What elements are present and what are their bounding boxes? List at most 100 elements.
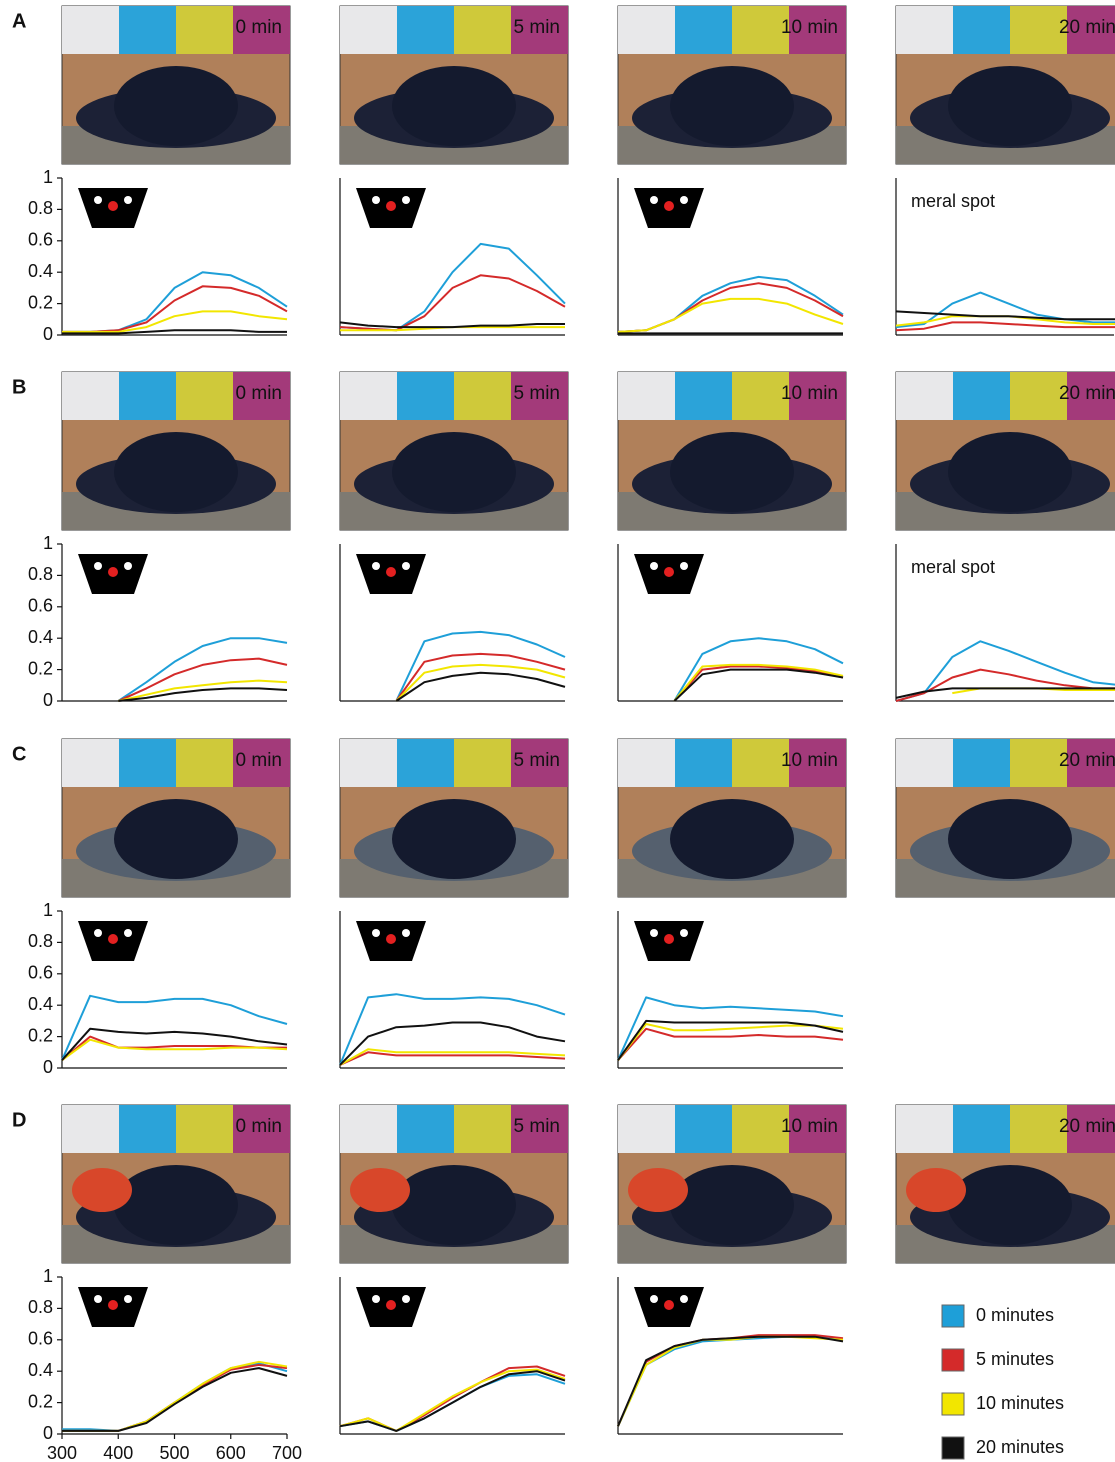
crab-body <box>670 432 794 512</box>
crab-body <box>948 799 1072 879</box>
legend-swatch <box>941 1304 965 1328</box>
icon-spot <box>124 929 132 937</box>
y-tick-label: 0.6 <box>28 1329 53 1349</box>
series-line <box>395 663 566 702</box>
icon-spot <box>650 196 658 204</box>
color-card <box>789 739 846 787</box>
series-line <box>617 1335 844 1427</box>
legend-label: 5 minutes <box>976 1349 1054 1369</box>
color-card <box>618 6 675 54</box>
icon-spot <box>124 196 132 204</box>
color-card <box>675 1105 732 1153</box>
y-tick-label: 0.2 <box>28 292 53 312</box>
icon-spot <box>680 929 688 937</box>
carapace-icon <box>634 1287 704 1327</box>
series-line <box>339 1370 566 1432</box>
color-card <box>397 1105 454 1153</box>
legend-label: 0 minutes <box>976 1305 1054 1325</box>
color-card <box>732 739 789 787</box>
color-card <box>618 1105 675 1153</box>
photo-label: 20 min <box>1059 1116 1115 1137</box>
series-line <box>395 671 566 702</box>
color-card <box>62 372 119 420</box>
series-line <box>617 1335 844 1427</box>
color-card <box>789 372 846 420</box>
photo-label: 0 min <box>236 17 282 38</box>
y-tick-label: 1 <box>43 167 53 187</box>
color-card <box>732 6 789 54</box>
photo-label: 5 min <box>514 1116 560 1137</box>
series-line <box>62 285 288 333</box>
claw <box>628 1168 688 1212</box>
photo: 5 min <box>339 738 569 898</box>
photo: 10 min <box>617 371 847 531</box>
photo: 20 min <box>895 1104 1115 1264</box>
color-card <box>953 1105 1010 1153</box>
series-line <box>117 657 288 702</box>
series-line <box>395 630 566 702</box>
series-line <box>895 687 1115 699</box>
photo: 10 min <box>617 1104 847 1264</box>
series-line <box>61 1027 288 1061</box>
photo: 5 min <box>339 1104 569 1264</box>
series-line <box>617 1335 844 1427</box>
carapace-icon <box>78 554 148 594</box>
photo-label: 20 min <box>1059 383 1115 404</box>
icon-spot <box>124 562 132 570</box>
color-card <box>397 6 454 54</box>
y-tick-label: 0.8 <box>28 564 53 584</box>
photo: 20 min <box>895 371 1115 531</box>
photo: 5 min <box>339 5 569 165</box>
y-tick-label: 0.2 <box>28 1025 53 1045</box>
icon-dot <box>664 1300 674 1310</box>
y-tick-label: 1 <box>43 533 53 553</box>
photo-label: 0 min <box>236 750 282 771</box>
photo: 0 min <box>61 738 291 898</box>
series-line <box>339 274 566 332</box>
series-line <box>117 637 288 702</box>
icon-spot <box>94 1295 102 1303</box>
color-card <box>953 6 1010 54</box>
y-tick-label: 0.2 <box>28 1391 53 1411</box>
series-line <box>339 1368 566 1432</box>
icon-spot <box>650 562 658 570</box>
x-tick-label: 700 <box>272 1443 302 1462</box>
series-line <box>617 1334 844 1427</box>
color-card <box>62 1105 119 1153</box>
color-card <box>340 6 397 54</box>
photo: 10 min <box>617 5 847 165</box>
color-card <box>896 6 953 54</box>
color-card <box>896 739 953 787</box>
crab-body <box>392 1165 516 1245</box>
x-tick-label: 300 <box>47 1443 77 1462</box>
series-line <box>62 1367 288 1432</box>
carapace-icon <box>356 921 426 961</box>
legend-swatch <box>941 1436 965 1460</box>
photo-label: 10 min <box>781 750 838 771</box>
carapace-icon <box>356 188 426 228</box>
series-line <box>118 679 288 702</box>
y-tick-label: 0.4 <box>28 1360 53 1380</box>
icon-dot <box>386 201 396 211</box>
icon-spot <box>680 1295 688 1303</box>
photo: 5 min <box>339 371 569 531</box>
panel-label: D <box>12 1109 26 1131</box>
series-line <box>617 1027 844 1061</box>
color-card <box>119 372 176 420</box>
color-card <box>397 739 454 787</box>
legend-label: 10 minutes <box>976 1393 1064 1413</box>
icon-spot <box>650 929 658 937</box>
color-card <box>176 1105 233 1153</box>
color-card <box>233 1105 290 1153</box>
photo-label: 10 min <box>781 17 838 38</box>
series-line <box>673 663 844 702</box>
icon-dot <box>664 934 674 944</box>
color-card <box>618 372 675 420</box>
color-card <box>953 372 1010 420</box>
panel-label: A <box>12 10 26 32</box>
color-card <box>62 6 119 54</box>
legend-swatch <box>941 1392 965 1416</box>
icon-spot <box>94 562 102 570</box>
photo-label: 5 min <box>514 750 560 771</box>
photo-label: 20 min <box>1059 17 1115 38</box>
